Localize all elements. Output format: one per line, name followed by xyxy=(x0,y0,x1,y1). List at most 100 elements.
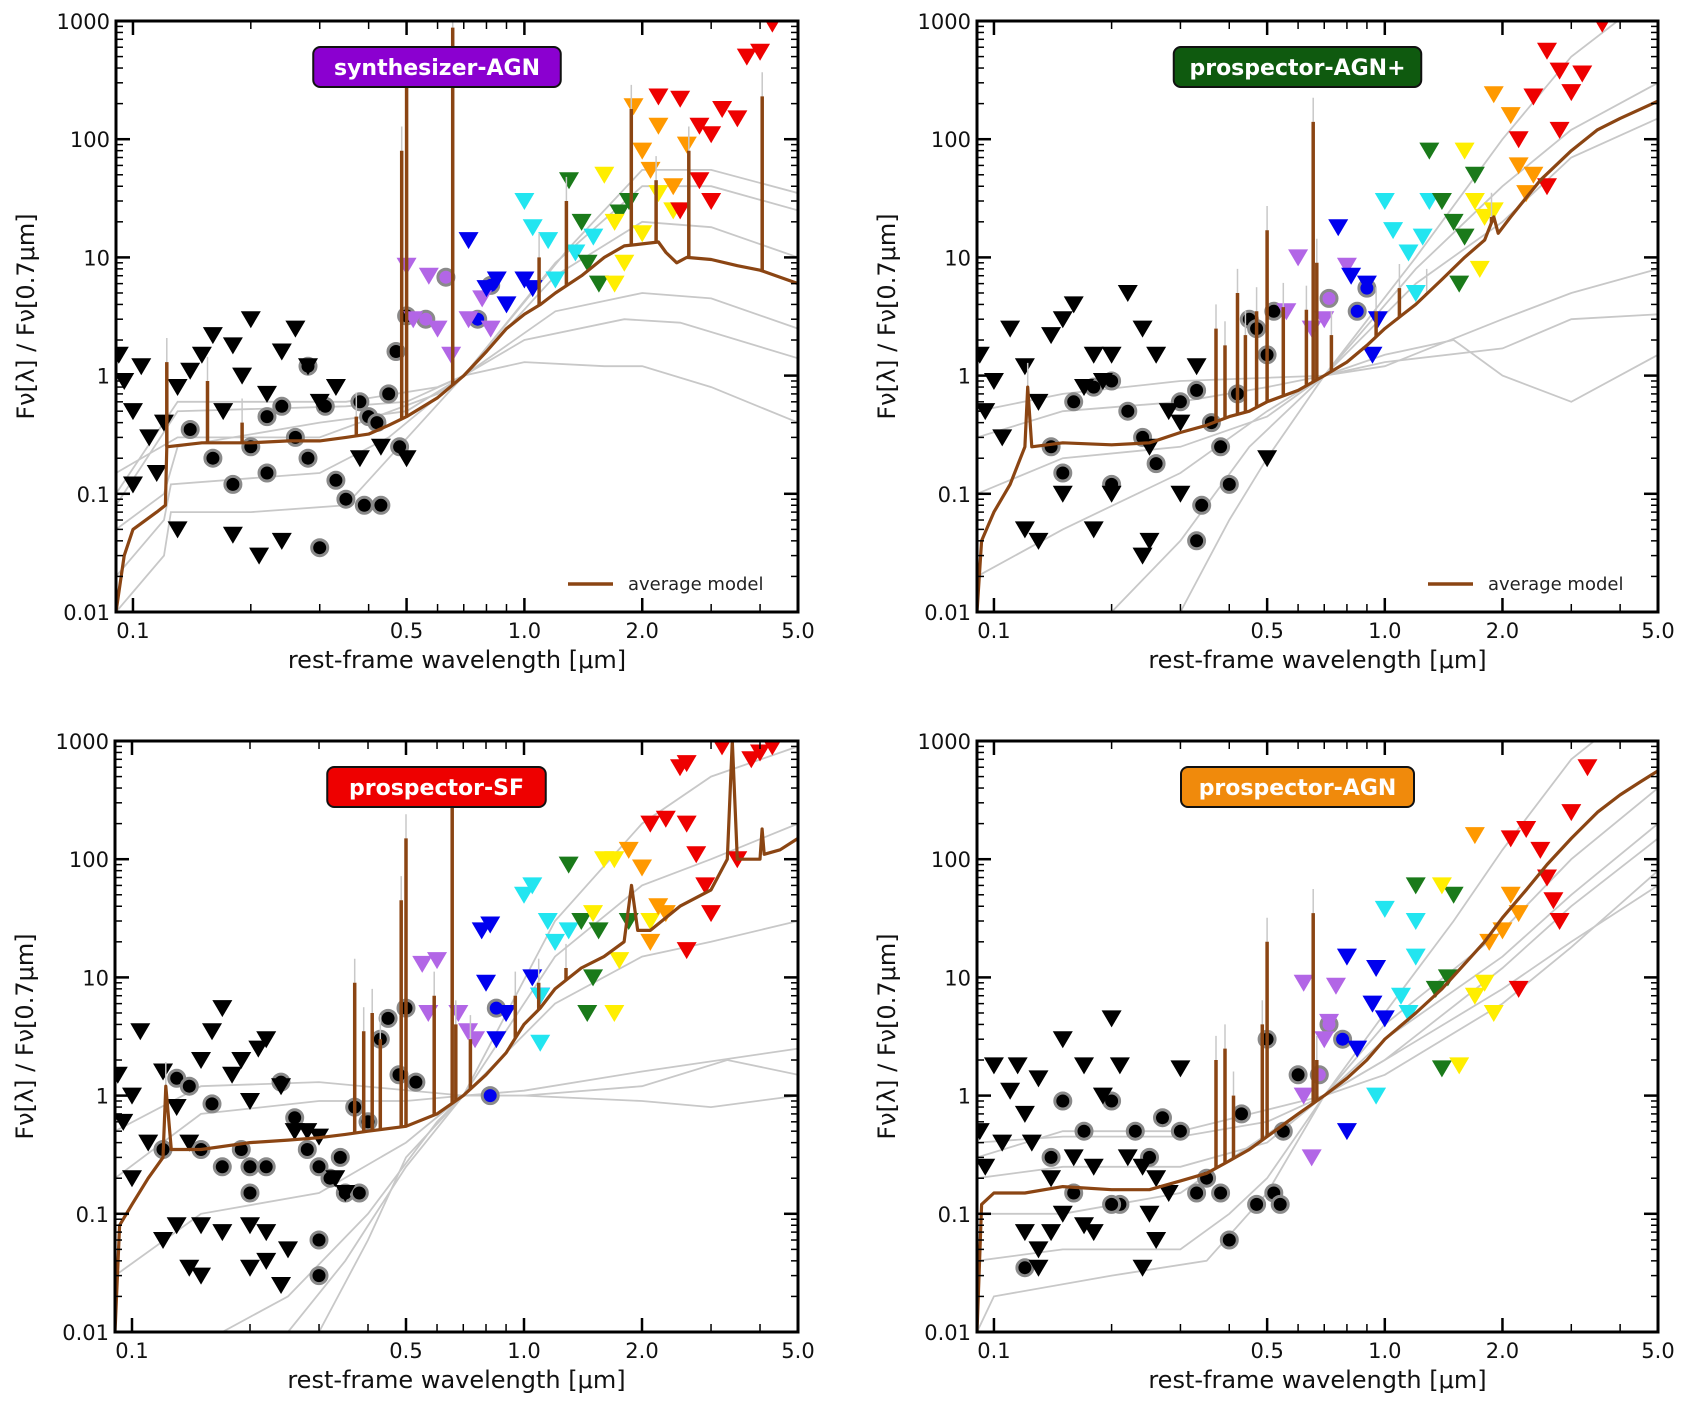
upper-limit-marker xyxy=(1014,521,1035,539)
upper-limit-marker xyxy=(1390,987,1411,1005)
y-tick-label: 100 xyxy=(70,128,110,152)
y-tick-label: 1000 xyxy=(57,10,110,34)
upper-limit-marker xyxy=(1443,886,1464,904)
upper-limit-marker xyxy=(565,244,586,262)
detection-marker xyxy=(202,1094,222,1114)
upper-limit-marker xyxy=(325,1170,346,1188)
detection-marker xyxy=(336,489,356,509)
upper-limit-marker xyxy=(1561,84,1582,102)
upper-limit-marker xyxy=(1374,900,1395,918)
panel-title: prospector-SF xyxy=(349,776,524,801)
upper-limit-marker xyxy=(604,275,625,293)
upper-limit-marker xyxy=(1014,358,1035,376)
detection-marker xyxy=(1211,1183,1231,1203)
upper-limit-marker xyxy=(1092,1087,1113,1105)
upper-limit-marker xyxy=(458,232,479,250)
upper-limit-marker xyxy=(1523,166,1544,184)
upper-limit-marker xyxy=(695,877,716,895)
upper-limit-marker xyxy=(1132,320,1153,338)
x-tick-label: 0.1 xyxy=(115,1339,148,1363)
axes-frame xyxy=(975,19,1660,614)
upper-limit-marker xyxy=(1464,827,1485,845)
upper-limit-marker xyxy=(1052,485,1073,503)
plot-area xyxy=(977,741,1658,1332)
upper-limit-marker xyxy=(240,311,261,329)
upper-limit-marker xyxy=(1028,532,1049,550)
y-tick-label: 1000 xyxy=(918,10,971,34)
x-tick-label: 1.0 xyxy=(1368,619,1401,643)
upper-limit-marker xyxy=(1158,1184,1179,1202)
upper-limit-marker xyxy=(1412,228,1433,246)
detection-marker xyxy=(309,1157,329,1177)
upper-limit-marker xyxy=(222,1066,243,1084)
upper-limit-marker xyxy=(689,172,710,190)
y-tick-label: 1 xyxy=(97,365,110,389)
upper-limit-marker xyxy=(1139,532,1160,550)
upper-limit-marker xyxy=(604,1004,625,1022)
upper-limit-marker xyxy=(1454,228,1475,246)
upper-limit-marker xyxy=(115,1066,128,1084)
upper-limit-marker xyxy=(1367,311,1388,329)
upper-limit-marker xyxy=(496,1004,517,1022)
upper-limit-marker xyxy=(1074,1217,1095,1235)
upper-limit-marker xyxy=(1508,905,1529,923)
upper-limit-marker xyxy=(655,905,676,923)
detection-marker xyxy=(1219,1230,1239,1250)
detection-marker xyxy=(1192,495,1212,515)
upper-limit-marker xyxy=(609,204,630,222)
detection-marker xyxy=(240,1183,260,1203)
upper-limit-marker xyxy=(297,1123,318,1141)
upper-limit-marker xyxy=(239,1093,260,1111)
axes-frame xyxy=(114,19,800,614)
upper-limit-marker xyxy=(559,172,580,190)
grey-model-curve xyxy=(116,318,798,577)
upper-limit-marker xyxy=(1257,450,1278,468)
detection-marker xyxy=(1319,288,1339,308)
upper-limit-marker xyxy=(249,547,270,565)
upper-limit-marker xyxy=(486,1031,507,1049)
detection-marker xyxy=(1270,1194,1290,1214)
upper-limit-marker xyxy=(1288,249,1309,267)
upper-limit-marker xyxy=(1063,1149,1084,1167)
upper-limit-marker xyxy=(1464,166,1485,184)
detection-marker xyxy=(406,1072,426,1092)
upper-limit-marker xyxy=(1530,841,1551,859)
y-tick-label: 1000 xyxy=(56,730,109,754)
upper-limit-marker xyxy=(256,1031,277,1049)
upper-limit-marker xyxy=(222,526,243,544)
upper-limit-marker xyxy=(1146,346,1167,364)
upper-limit-marker xyxy=(618,193,639,211)
upper-limit-marker xyxy=(1314,1031,1335,1049)
upper-limit-marker xyxy=(1052,1031,1073,1049)
detection-marker xyxy=(1053,1091,1073,1111)
upper-limit-marker xyxy=(1500,886,1521,904)
upper-limit-marker xyxy=(1431,193,1452,211)
upper-limit-marker xyxy=(1170,414,1191,432)
upper-limit-marker xyxy=(1014,1105,1035,1123)
upper-limit-marker xyxy=(309,393,330,411)
upper-limit-marker xyxy=(577,254,598,272)
y-tick-label: 1 xyxy=(958,1085,971,1109)
upper-limit-marker xyxy=(1508,980,1529,998)
detection-marker xyxy=(1219,474,1239,494)
upper-limit-marker xyxy=(370,438,391,456)
upper-limit-marker xyxy=(663,178,684,196)
upper-limit-marker xyxy=(1405,284,1426,302)
detection-marker xyxy=(330,1147,350,1167)
upper-limit-marker xyxy=(750,744,771,762)
legend-label: average model xyxy=(628,574,763,595)
upper-limit-marker xyxy=(1158,403,1179,421)
upper-limit-marker xyxy=(1319,1013,1340,1031)
upper-limit-marker xyxy=(116,346,129,364)
upper-limit-marker xyxy=(514,193,535,211)
detection-marker xyxy=(1187,380,1207,400)
upper-limit-marker xyxy=(522,969,543,987)
upper-limit-marker xyxy=(632,142,653,160)
plot-area xyxy=(116,21,798,612)
x-tick-label: 0.1 xyxy=(977,1339,1010,1363)
detection-marker xyxy=(298,448,318,468)
detection-marker xyxy=(1288,1065,1308,1085)
detection-marker xyxy=(1118,401,1138,421)
